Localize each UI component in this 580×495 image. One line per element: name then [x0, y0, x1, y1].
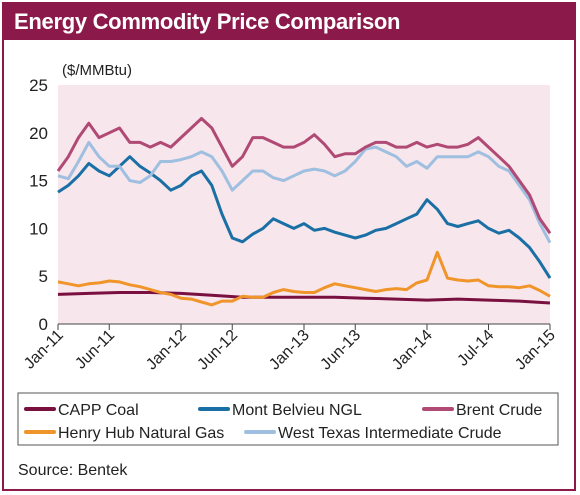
x-tick-label: Jan-14: [389, 327, 436, 374]
y-tick-label: 15: [29, 172, 48, 191]
y-tick-label: 25: [29, 76, 48, 95]
plot-area: [58, 85, 550, 324]
legend-label: CAPP Coal: [58, 402, 139, 419]
x-tick-label: Jan-12: [143, 327, 190, 374]
y-tick-label: 5: [39, 267, 48, 286]
source-note: Source: Bentek: [18, 462, 128, 479]
series-lines: [56, 117, 552, 307]
legend: [17, 392, 559, 446]
legend-label: West Texas Intermediate Crude: [278, 425, 502, 442]
x-tick-label: Jun-12: [194, 327, 241, 374]
series-line-west-texas-intermediate-crude: [57, 140, 552, 244]
x-tick-label: Jun-13: [317, 327, 364, 374]
x-tick-label: Jan-13: [266, 327, 313, 374]
legend-label: Henry Hub Natural Gas: [58, 425, 224, 442]
series-line-capp-coal: [57, 291, 551, 305]
y-axis-label: ($/MMBtu): [62, 62, 132, 79]
x-tick-label: Jun-11: [72, 327, 118, 373]
series-line-brent-crude: [56, 117, 552, 235]
legend-entries: CAPP Coal Mont Belvieu NGL Brent Crude Henr…: [24, 402, 542, 442]
x-tick-label: Jan-15: [512, 327, 559, 374]
x-axis: Jan-11 Jun-11 Jan-12 Jun-12 Jan-13 Jun-13 Jan-…: [21, 323, 559, 374]
y-tick-label: 20: [29, 124, 48, 143]
series-line-mont-belvieu-ngl: [57, 155, 552, 279]
x-tick-label: Jul-14: [454, 327, 497, 370]
series-line-henry-hub-natural-gas: [57, 250, 551, 307]
chart-title: Energy Commodity Price Comparison: [4, 4, 574, 40]
legend-label: Brent Crude: [456, 402, 542, 419]
y-axis: 0 5 10 15 20 25: [29, 76, 48, 334]
legend-label: Mont Belvieu NGL: [232, 402, 362, 419]
y-tick-label: 10: [29, 219, 48, 238]
y-tick-label: 0: [39, 315, 48, 334]
